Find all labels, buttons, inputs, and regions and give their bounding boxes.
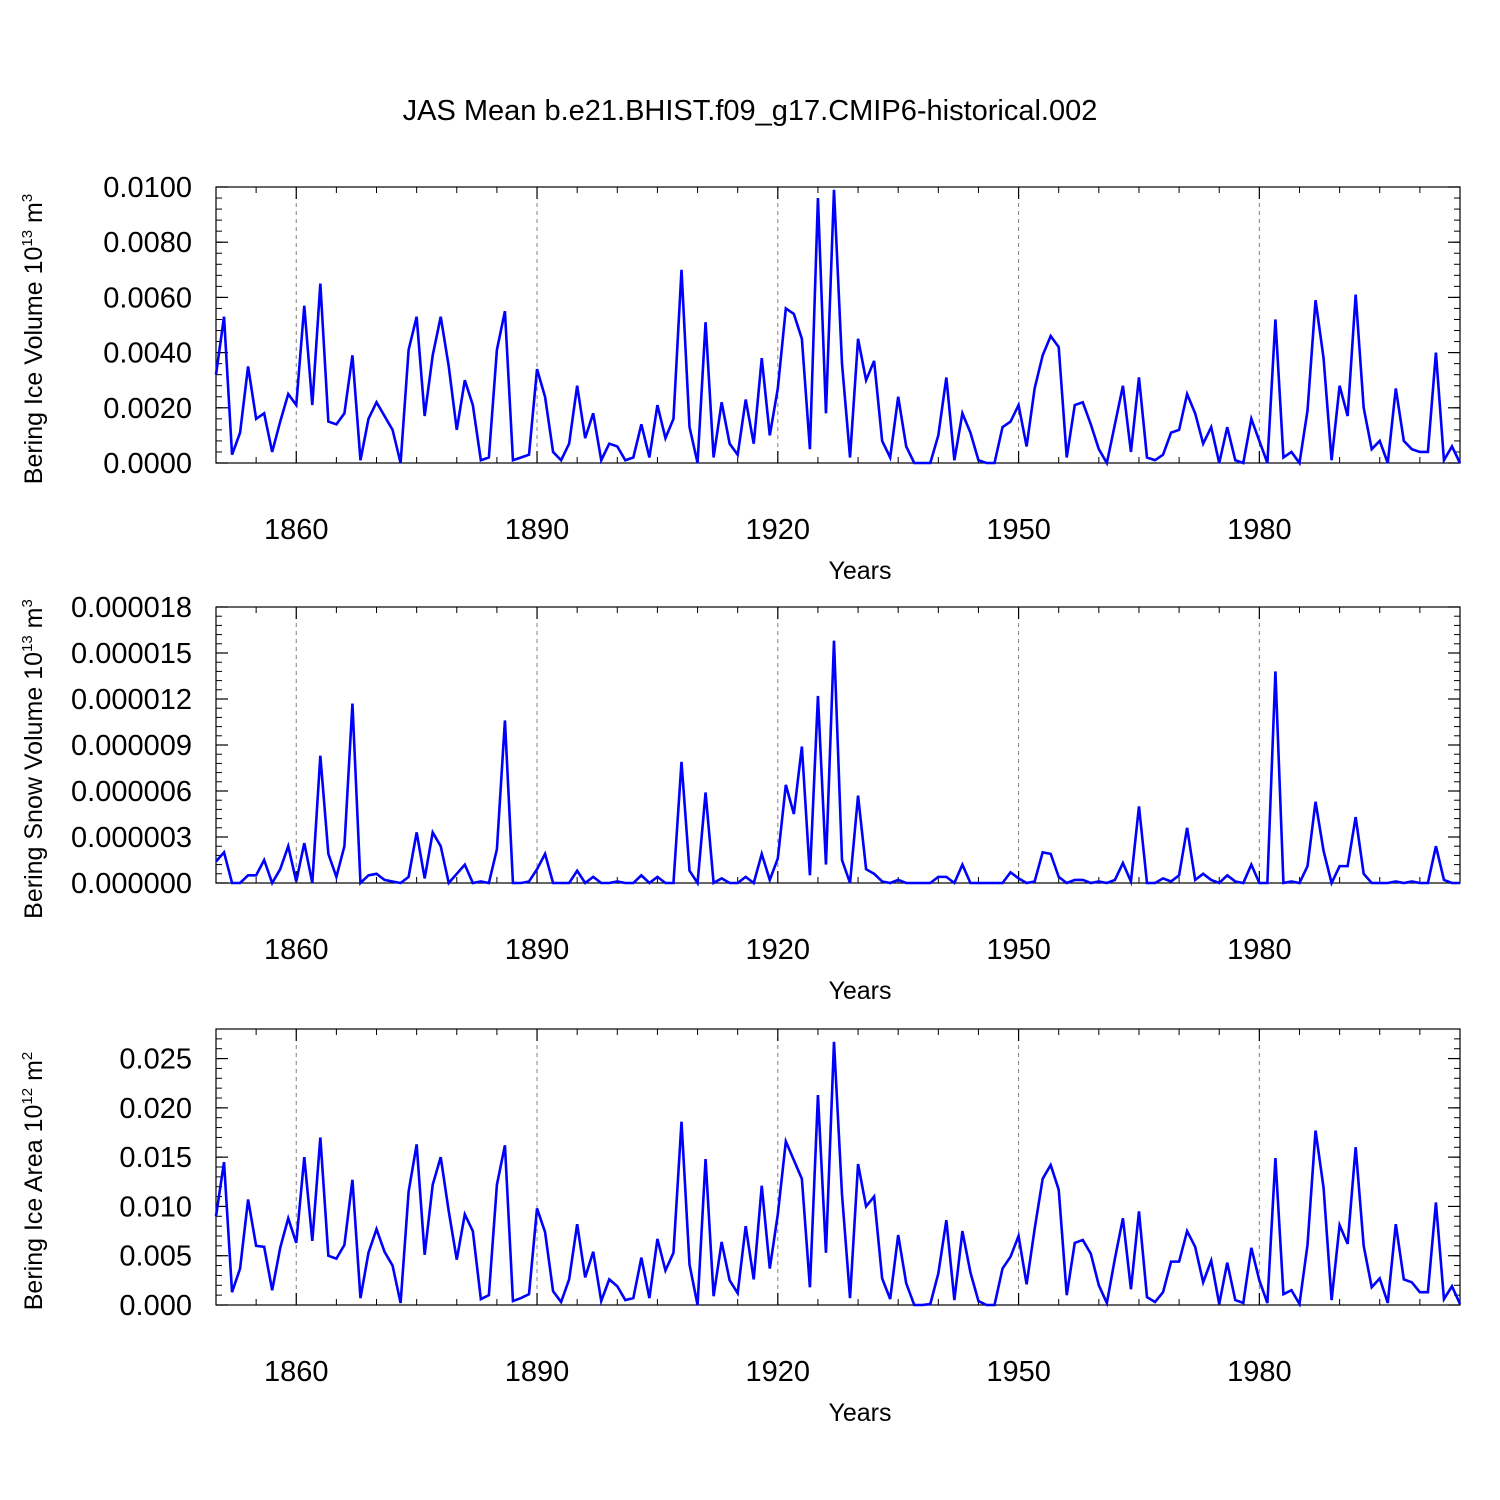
x-tick-label: 1890	[505, 514, 570, 546]
x-tick-label: 1980	[1227, 934, 1292, 966]
y-tick-label: 0.0100	[103, 172, 192, 204]
x-tick-label: 1860	[264, 514, 329, 546]
x-tick-label: 1980	[1227, 1356, 1292, 1388]
plot-frame	[215, 1028, 1461, 1306]
y-tick-label: 0.0040	[103, 338, 192, 370]
x-tick-label: 1920	[746, 514, 811, 546]
x-axis-label: Years	[828, 977, 891, 1005]
y-tick-label: 0.020	[119, 1093, 192, 1125]
y-tick-label: 0.0020	[103, 393, 192, 425]
y-tick-label: 0.000006	[71, 776, 192, 808]
x-tick-label: 1890	[505, 934, 570, 966]
y-tick-label: 0.000015	[71, 638, 192, 670]
x-tick-label: 1980	[1227, 514, 1292, 546]
chart-panel-2: 1860 1890 1920 1950 1980 0.000000 0.000003 0.00…	[19, 592, 1461, 1005]
x-tick-label: 1950	[986, 934, 1051, 966]
y-tick-label: 0.000000	[71, 868, 192, 900]
y-tick-label: 0.015	[119, 1142, 192, 1174]
y-axis-label: Bering Ice Volume 1013 m3	[19, 194, 48, 484]
y-tick-label: 0.000009	[71, 730, 192, 762]
plot-frame	[215, 606, 1461, 884]
series-line-bering-snow-volume	[215, 640, 1460, 887]
y-tick-label: 0.0080	[103, 227, 192, 259]
y-tick-label: 0.000018	[71, 592, 192, 624]
x-tick-label: 1860	[264, 934, 329, 966]
y-axis-label: Bering Snow Volume 1013 m3	[19, 599, 48, 919]
x-tick-label: 1950	[986, 1356, 1051, 1388]
y-tick-label: 0.010	[119, 1191, 192, 1223]
plot-frame	[215, 186, 1461, 464]
x-tick-label: 1860	[264, 1356, 329, 1388]
figure-title: JAS Mean b.e21.BHIST.f09_g17.CMIP6-histo…	[402, 95, 1098, 127]
y-tick-label: 0.000003	[71, 822, 192, 854]
chart-panel-1: 1860 1890 1920 1950 1980 0.0000 0.0020 0.0040 0.…	[19, 172, 1462, 585]
y-axis-label: Bering Ice Area 1012 m2	[19, 1052, 48, 1311]
y-tick-label: 0.000	[119, 1290, 192, 1322]
x-tick-label: 1920	[746, 934, 811, 966]
y-tick-label: 0.000012	[71, 684, 192, 716]
y-tick-label: 0.005	[119, 1241, 192, 1273]
y-tick-label: 0.025	[119, 1044, 192, 1076]
series-line-bering-ice-volume	[214, 189, 1462, 467]
series-line-bering-ice-area	[214, 1041, 1462, 1308]
x-tick-label: 1890	[505, 1356, 570, 1388]
x-tick-label: 1950	[986, 514, 1051, 546]
x-axis-label: Years	[828, 1399, 891, 1427]
y-tick-label: 0.0060	[103, 282, 192, 314]
y-tick-label: 0.0000	[103, 448, 192, 480]
chart-panel-3: 1860 1890 1920 1950 1980 0.000 0.005 0.010 0.015…	[19, 1028, 1462, 1427]
x-axis-label: Years	[828, 557, 891, 585]
x-tick-label: 1920	[746, 1356, 811, 1388]
